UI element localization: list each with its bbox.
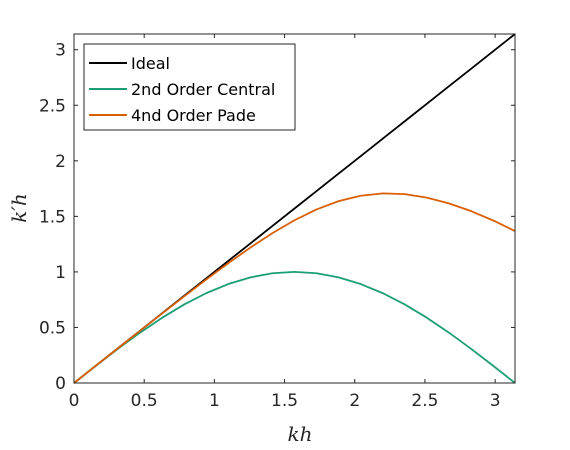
axes-box — [73, 33, 516, 384]
x-tick-label: 0 — [69, 391, 80, 411]
y-axis-label: k′h — [7, 193, 31, 223]
x-axis-label: kh — [288, 422, 313, 446]
y-tick-label: 0 — [55, 374, 66, 394]
x-tick-label: 1.5 — [271, 391, 298, 411]
x-tick-label: 2 — [349, 391, 360, 411]
x-tick-label: 0.5 — [131, 391, 158, 411]
series-line-3 — [73, 192, 516, 384]
series-line-2 — [73, 271, 516, 384]
series-layer — [73, 33, 516, 384]
y-tick-label: 2 — [55, 152, 66, 172]
x-tick-label: 2.5 — [411, 391, 438, 411]
x-axis-ticks: 0 0.5 1 1.5 2 2.5 3 — [69, 34, 501, 411]
y-tick-label: 2.5 — [39, 96, 66, 116]
x-tick-label: 3 — [490, 391, 501, 411]
legend-label-2: 2nd Order Central — [131, 80, 275, 99]
y-tick-label: 3 — [55, 41, 66, 61]
y-tick-label: 1.5 — [39, 207, 66, 227]
legend-label-1: Ideal — [131, 54, 170, 73]
y-tick-label: 1 — [55, 263, 66, 283]
x-tick-label: 1 — [209, 391, 220, 411]
y-tick-label: 0.5 — [39, 318, 66, 338]
legend: Ideal 2nd Order Central 4nd Order Pade — [83, 43, 296, 131]
legend-label-3: 4nd Order Pade — [131, 106, 256, 125]
y-axis-ticks: 0 0.5 1 1.5 2 2.5 3 — [39, 41, 515, 394]
